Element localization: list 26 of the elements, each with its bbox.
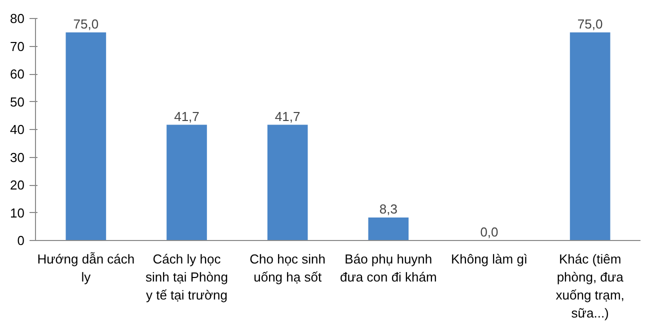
data-label: 0,0 (480, 224, 498, 240)
x-tick-label: Hướng dẫn cách ly (37, 252, 135, 284)
bar (570, 32, 610, 240)
y-tick-label: 20 (10, 178, 25, 192)
data-label: 41,7 (174, 108, 200, 124)
bar (368, 217, 409, 240)
y-tick-label: 0 (17, 233, 25, 248)
data-label: 41,7 (274, 108, 300, 124)
y-tick-label: 30 (10, 150, 25, 165)
x-tick-label: Báo phụ huynh đưa con đi khám (340, 252, 437, 284)
y-tick-label: 50 (10, 94, 25, 110)
x-tick-label: Cách ly học sinh tại Phòng y tế tại trường (146, 252, 228, 302)
y-tick-label: 80 (10, 11, 25, 26)
bar (166, 124, 207, 240)
data-label: 8,3 (379, 201, 398, 216)
y-tick-label: 60 (10, 66, 25, 82)
y-tick-label: 70 (10, 38, 25, 54)
y-tick-label: 40 (10, 122, 25, 137)
x-tick-label: Cho học sinh uống hạ sốt (250, 252, 326, 284)
data-label: 75,0 (73, 16, 99, 32)
y-tick-label: 10 (10, 205, 25, 220)
bar (66, 32, 106, 240)
x-tick-label: Không làm gì (450, 252, 528, 266)
x-tick-label: Khác (tiêm phòng, đưa xuống trạm, sữa...) (556, 252, 624, 320)
data-label: 75,0 (577, 16, 603, 32)
bar (267, 124, 308, 240)
